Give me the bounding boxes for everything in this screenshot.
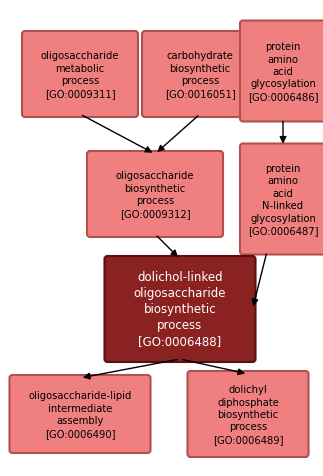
- Text: dolichyl
diphosphate
biosynthetic
process
[GO:0006489]: dolichyl diphosphate biosynthetic proces…: [213, 385, 283, 444]
- Text: oligosaccharide
biosynthetic
process
[GO:0009312]: oligosaccharide biosynthetic process [GO…: [116, 171, 194, 218]
- FancyBboxPatch shape: [187, 371, 308, 457]
- Text: carbohydrate
biosynthetic
process
[GO:0016051]: carbohydrate biosynthetic process [GO:00…: [165, 51, 235, 99]
- FancyBboxPatch shape: [142, 32, 258, 118]
- Text: oligosaccharide
metabolic
process
[GO:0009311]: oligosaccharide metabolic process [GO:00…: [41, 51, 119, 99]
- FancyBboxPatch shape: [9, 375, 151, 453]
- FancyBboxPatch shape: [105, 257, 255, 362]
- FancyBboxPatch shape: [87, 152, 223, 238]
- FancyBboxPatch shape: [240, 144, 323, 255]
- Text: protein
amino
acid
N-linked
glycosylation
[GO:0006487]: protein amino acid N-linked glycosylatio…: [248, 164, 318, 236]
- Text: protein
amino
acid
glycosylation
[GO:0006486]: protein amino acid glycosylation [GO:000…: [248, 42, 318, 101]
- Text: oligosaccharide-lipid
intermediate
assembly
[GO:0006490]: oligosaccharide-lipid intermediate assem…: [28, 391, 132, 437]
- FancyBboxPatch shape: [240, 21, 323, 122]
- FancyBboxPatch shape: [22, 32, 138, 118]
- Text: dolichol-linked
oligosaccharide
biosynthetic
process
[GO:0006488]: dolichol-linked oligosaccharide biosynth…: [134, 271, 226, 348]
